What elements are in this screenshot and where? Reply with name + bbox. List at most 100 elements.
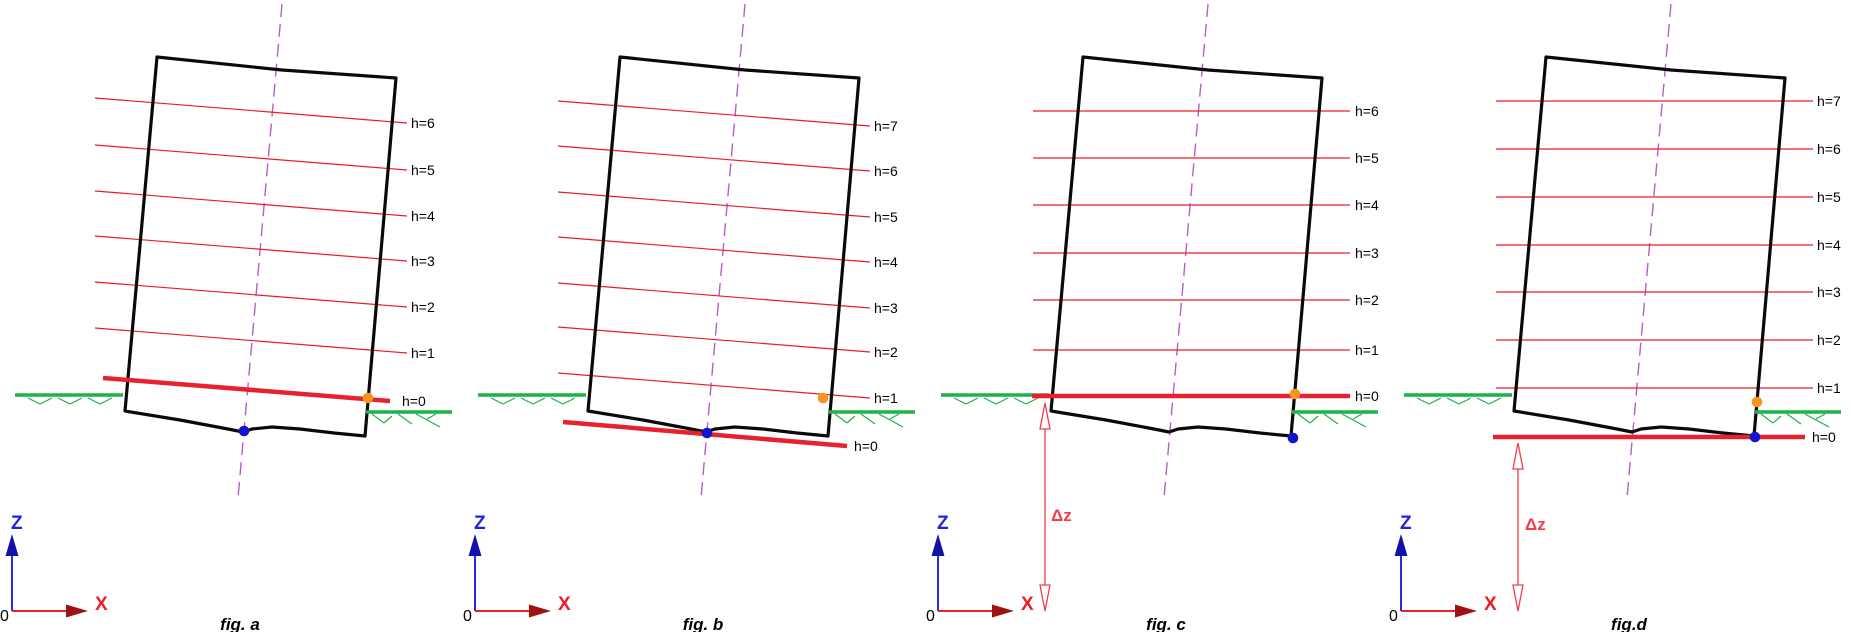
section-line-label-h=1: h=1 — [411, 345, 435, 361]
delta-z-label: Δz — [1525, 515, 1546, 534]
ground-hatch-right — [1786, 413, 1802, 425]
figure-panel-c: h=6 h=5 h=4 h=3 h=2 h=1 h=0 Δz Z X 0 fig. c — [926, 0, 1389, 632]
section-line-label-h=0: h=0 — [402, 393, 426, 409]
section-line-h=3 — [557, 282, 871, 309]
ground-hatch-right — [426, 413, 437, 420]
figure-panel-a: h=6 h=5 h=4 h=3 h=2 h=1 h=0 Z X 0 fig. a — [0, 0, 463, 632]
ground-hatch-right — [1323, 413, 1339, 425]
ground-hatch-left — [1476, 397, 1490, 405]
section-line-label-h=5: h=5 — [1817, 189, 1841, 205]
ground-hatch-left — [99, 397, 113, 405]
section-line-label-h=6: h=6 — [874, 163, 898, 179]
z-axis-arrowhead — [5, 534, 19, 556]
section-line-label-h=6: h=6 — [1817, 141, 1841, 157]
ground-hatch-left — [983, 397, 997, 405]
ground-hatch-left — [562, 397, 576, 405]
ground-hatch-left — [532, 397, 546, 405]
x-axis-arrowhead — [66, 604, 88, 618]
ground-hatch-right — [860, 413, 876, 425]
ground-hatch-left — [490, 397, 504, 405]
section-line-label-h=3: h=3 — [411, 253, 435, 269]
section-line-label-h=4: h=4 — [411, 208, 435, 224]
orange-dot — [1751, 396, 1763, 408]
section-line-h=1 — [557, 372, 871, 399]
building-outline — [123, 55, 398, 438]
section-line-label-h=4: h=4 — [1817, 237, 1841, 253]
x-axis-label: X — [1021, 594, 1034, 615]
x-axis-arrowhead — [992, 604, 1014, 618]
tilt-axis-dashed-line — [1163, 3, 1209, 499]
section-line-label-h=3: h=3 — [1355, 245, 1379, 261]
ground-hatch-left — [502, 397, 516, 405]
section-line-h=2 — [94, 281, 408, 308]
x-axis-arrowhead — [529, 604, 551, 618]
delta-z-arrowhead-up — [1512, 442, 1524, 470]
ground-hatch-right — [846, 415, 856, 424]
section-line-label-h=2: h=2 — [1817, 332, 1841, 348]
ground-hatch-left — [995, 397, 1009, 405]
x-axis-label: X — [558, 594, 571, 615]
section-line-label-h=5: h=5 — [411, 162, 435, 178]
z-axis-label: Z — [1400, 513, 1412, 534]
figure-d-svg: h=7 h=6 h=5 h=4 h=3 h=2 h=1 h=0 Δz Z X 0 fig.d — [1389, 3, 1841, 632]
ground-hatch-right — [415, 413, 441, 428]
section-line-h=4 — [557, 236, 871, 263]
ground-hatch-right — [1297, 413, 1311, 424]
ground-hatch-right — [397, 413, 413, 425]
z-axis-label: Z — [11, 513, 23, 534]
section-line-label-h=1: h=1 — [1817, 380, 1841, 396]
section-line-label-h=0: h=0 — [1355, 388, 1379, 404]
section-line-label-h=5: h=5 — [874, 209, 898, 225]
section-line-h=7 — [557, 100, 871, 127]
ground-hatch-left — [1416, 397, 1430, 405]
tilt-axis-dashed-line — [237, 3, 283, 499]
section-line-label-h=2: h=2 — [874, 344, 898, 360]
ground-hatch-left — [1013, 397, 1027, 405]
section-line-label-h=0: h=0 — [1812, 429, 1836, 445]
delta-z-arrowhead-down — [1512, 584, 1524, 612]
ground-hatch-left — [520, 397, 534, 405]
section-line-h=3 — [94, 235, 408, 262]
ground-hatch-right — [834, 413, 848, 424]
ground-hatch-left — [87, 397, 101, 405]
ground-hatch-right — [889, 413, 900, 420]
delta-z-arrowhead-down — [1039, 584, 1051, 612]
section-line-label-h=5: h=5 — [1355, 150, 1379, 166]
section-line-h=5 — [557, 191, 871, 218]
building-outline — [1049, 55, 1324, 438]
section-line-h=6 — [557, 145, 871, 172]
ground-hatch-right — [1772, 415, 1782, 424]
section-line-label-h=0: h=0 — [854, 438, 878, 454]
blue-dot — [1287, 432, 1299, 444]
ground-hatch-left — [1446, 397, 1460, 405]
section-line-label-h=3: h=3 — [1817, 284, 1841, 300]
blue-dot — [238, 425, 250, 437]
ground-hatch-left — [27, 397, 41, 405]
z-axis-arrowhead — [1394, 534, 1408, 556]
section-line-label-h=7: h=7 — [874, 118, 898, 134]
ground-hatch-right — [1804, 413, 1830, 428]
building-outline — [1512, 55, 1787, 438]
origin-label: 0 — [463, 608, 472, 625]
orange-dot — [817, 392, 829, 404]
section-line-label-h=6: h=6 — [1355, 103, 1379, 119]
z-axis-arrowhead — [468, 534, 482, 556]
section-line-h=0 — [102, 375, 391, 404]
ground-hatch-right — [371, 413, 385, 424]
section-line-label-h=7: h=7 — [1817, 93, 1841, 109]
origin-label: 0 — [1389, 608, 1398, 625]
delta-z-label: Δz — [1051, 506, 1072, 525]
orange-dot — [362, 392, 374, 404]
section-line-h=5 — [94, 144, 408, 171]
delta-z-arrowhead-up — [1039, 402, 1051, 430]
ground-hatch-left — [965, 397, 979, 405]
figure-a-svg: h=6 h=5 h=4 h=3 h=2 h=1 h=0 Z X 0 fig. a — [0, 3, 452, 632]
figure-caption: fig. c — [1146, 615, 1186, 632]
section-line-label-h=2: h=2 — [1355, 292, 1379, 308]
ground-hatch-right — [1309, 415, 1319, 424]
section-line-label-h=2: h=2 — [411, 299, 435, 315]
z-axis-label: Z — [474, 513, 486, 534]
figure-caption: fig.d — [1611, 615, 1647, 632]
blue-dot — [1749, 431, 1761, 443]
